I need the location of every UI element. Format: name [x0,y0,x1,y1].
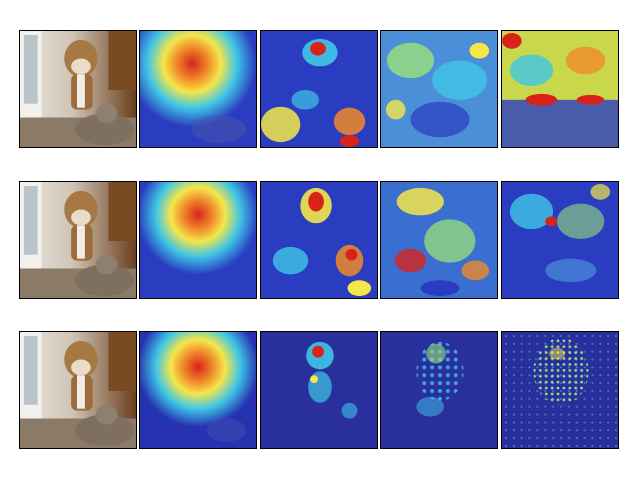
heatmap-row3-col3 [260,331,378,449]
heatmap-overlay [381,31,497,147]
photo-dog-and-cat-image [20,332,136,448]
heatmap-overlay [140,332,256,448]
heatmap-row2-col2 [139,181,257,299]
heatmap-overlay [381,182,497,298]
photo-dog-and-cat-row1 [19,30,137,148]
photo-dog-and-cat-row2 [19,181,137,299]
heatmap-overlay [502,31,618,147]
heatmap-overlay [502,182,618,298]
heatmap-row2-col3 [260,181,378,299]
heatmap-overlay [261,182,377,298]
heatmap-row1-col3 [260,30,378,148]
heatmap-row1-col5 [501,30,619,148]
heatmap-row1-col4 [380,30,498,148]
heatmap-row2-col4 [380,181,498,299]
heatmap-row3-col2 [139,331,257,449]
heatmap-overlay [261,332,377,448]
heatmap-row3-col4 [380,331,498,449]
photo-dog-and-cat-row3 [19,331,137,449]
heatmap-row2-col5 [501,181,619,299]
heatmap-overlay [140,31,256,147]
heatmap-overlay [502,332,618,448]
photo-dog-and-cat-image [20,182,136,298]
heatmap-overlay [140,182,256,298]
heatmap-overlay [381,332,497,448]
heatmap-row3-col5 [501,331,619,449]
heatmap-overlay [261,31,377,147]
heatmap-row1-col2 [139,30,257,148]
photo-dog-and-cat-image [20,31,136,147]
